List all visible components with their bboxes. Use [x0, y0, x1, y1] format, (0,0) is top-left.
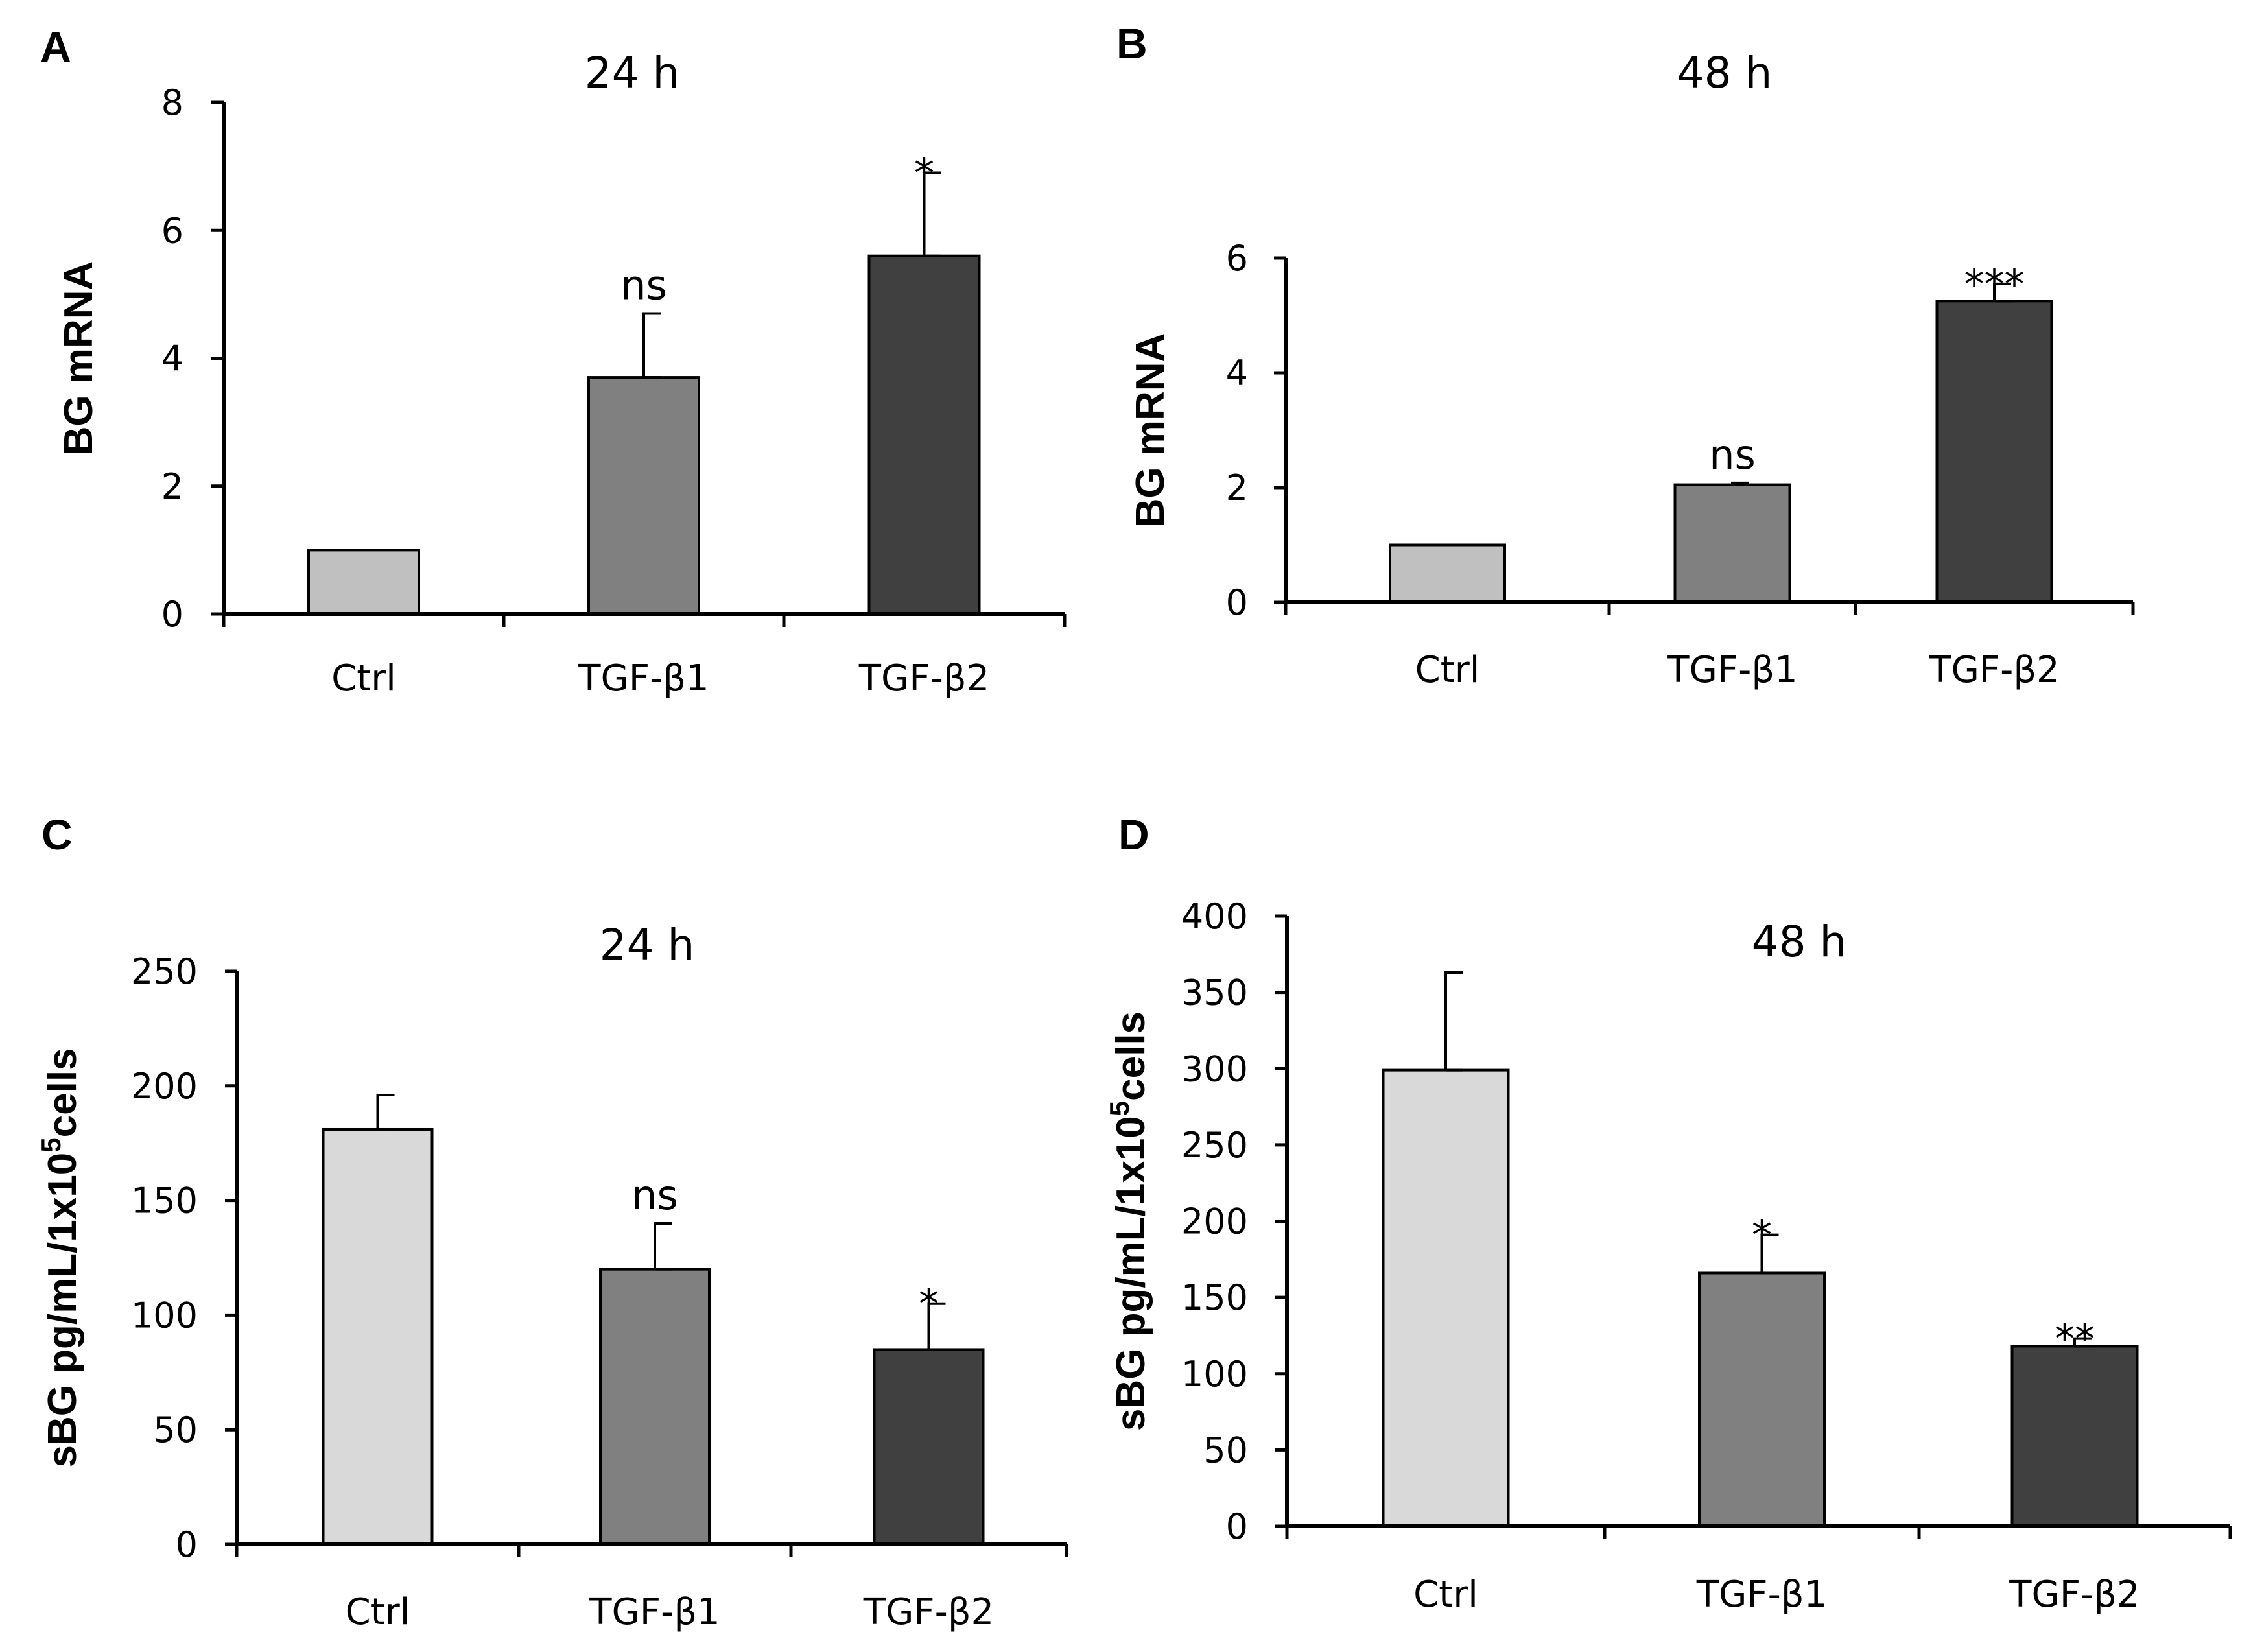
panel-d: D 48 h sBG pg/mL/1x105cells Ctrl * TGF-β1 ** TG… — [1104, 810, 2232, 1616]
category-label-2: TGF-β1 — [578, 657, 709, 700]
y-tick-label: 50 — [1203, 1430, 1248, 1470]
category-label-2: TGF-β1 — [1696, 1574, 1827, 1616]
bar-3 — [1935, 300, 2053, 604]
significance-label-2: ns — [631, 1172, 678, 1219]
significance-label-3: * — [919, 1280, 939, 1328]
bar-3 — [2010, 1345, 2139, 1528]
panel-c: C 24 h sBG pg/mL/1x105cells Ctrl ns TGF-β1 * TG… — [36, 810, 1068, 1633]
bar-1 — [1389, 543, 1506, 604]
category-label-3: TGF-β2 — [863, 1591, 994, 1633]
y-tick-label: 350 — [1181, 973, 1248, 1013]
significance-label-2: ns — [620, 261, 667, 309]
y-tick-label: 6 — [161, 210, 183, 251]
y-axis-label: BG mRNA — [1128, 333, 1173, 528]
bar-3 — [873, 1348, 985, 1546]
y-axis-label: sBG pg/mL/1x105cells — [1104, 1011, 1153, 1431]
significance-label-3: *** — [1964, 261, 2025, 308]
significance-label-2: ns — [1709, 431, 1756, 478]
bar-1 — [322, 1127, 434, 1546]
y-tick-label: 300 — [1181, 1048, 1248, 1089]
y-tick-label: 150 — [131, 1181, 198, 1221]
y-tick-label: 150 — [1181, 1277, 1248, 1318]
y-tick-label: 250 — [131, 951, 198, 992]
category-label-1: Ctrl — [1413, 1574, 1478, 1616]
panel-letter: C — [41, 810, 73, 858]
category-label-3: TGF-β2 — [1928, 649, 2059, 691]
y-tick-label: 0 — [1226, 1506, 1248, 1547]
panel-a: A 24 h BG mRNA Ctrl ns TGF-β1 * TGF-β2 0 2 4 6 8 — [40, 23, 1067, 700]
bar-1 — [1382, 1068, 1510, 1528]
y-tick-label: 50 — [153, 1410, 198, 1450]
y-tick-label: 4 — [161, 338, 183, 379]
y-axis-label: sBG pg/mL/1x105cells — [36, 1048, 85, 1467]
y-tick-label: 200 — [131, 1066, 198, 1107]
bar-2 — [599, 1268, 711, 1546]
bar-1 — [307, 549, 420, 615]
category-label-2: TGF-β1 — [1666, 649, 1797, 691]
chart-title: 48 h — [1752, 917, 1847, 967]
panel-letter: D — [1118, 810, 1149, 858]
y-tick-label: 250 — [1181, 1125, 1248, 1166]
significance-label-2: * — [1752, 1212, 1772, 1259]
y-tick-label: 100 — [131, 1295, 198, 1336]
bar-2 — [587, 376, 700, 616]
y-tick-label: 6 — [1226, 238, 1248, 279]
y-tick-label: 0 — [1226, 582, 1248, 623]
y-tick-label: 400 — [1181, 896, 1248, 937]
category-label-1: Ctrl — [346, 1591, 410, 1633]
y-axis-label: BG mRNA — [56, 261, 101, 456]
y-tick-label: 8 — [161, 82, 183, 123]
category-label-1: Ctrl — [1415, 649, 1480, 691]
significance-label-3: * — [914, 149, 934, 196]
category-label-3: TGF-β2 — [2009, 1574, 2139, 1616]
category-label-1: Ctrl — [331, 657, 396, 700]
category-label-2: TGF-β1 — [589, 1591, 720, 1633]
chart-title: 24 h — [585, 48, 680, 98]
bar-3 — [867, 254, 981, 615]
y-tick-label: 2 — [161, 466, 183, 507]
bar-2 — [1698, 1271, 1826, 1528]
y-tick-label: 200 — [1181, 1201, 1248, 1242]
panel-letter: A — [40, 23, 71, 71]
chart-title: 24 h — [600, 920, 695, 970]
significance-label-3: ** — [2055, 1316, 2095, 1363]
bar-2 — [1673, 483, 1791, 604]
y-tick-label: 0 — [161, 594, 183, 635]
panel-b: B 48 h BG mRNA Ctrl ns TGF-β1 *** TGF-β2 0 2 4 6 — [1116, 19, 2135, 691]
chart-title: 48 h — [1677, 48, 1773, 98]
y-tick-label: 0 — [176, 1524, 198, 1565]
y-tick-label: 4 — [1226, 353, 1248, 394]
y-tick-label: 100 — [1181, 1354, 1248, 1395]
y-tick-label: 2 — [1226, 467, 1248, 508]
category-label-3: TGF-β2 — [858, 657, 989, 700]
panel-letter: B — [1116, 19, 1148, 67]
